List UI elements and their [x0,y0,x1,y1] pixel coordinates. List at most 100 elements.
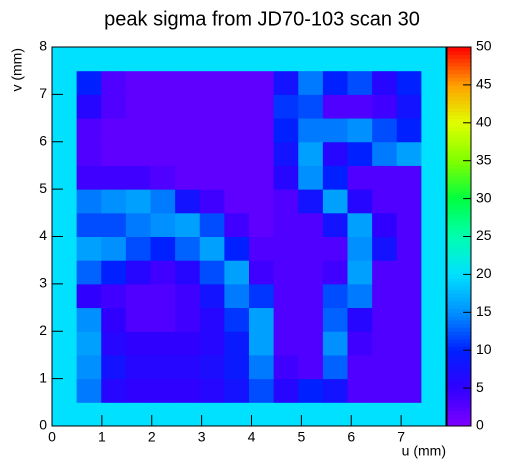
colorbar-band [447,134,471,139]
colorbar-band [447,164,471,169]
colorbar-band [447,69,471,75]
y-tick-label: 0 [39,417,47,433]
colorbar-band [447,221,471,226]
heatmap-cell [76,402,102,427]
heatmap-cell [421,378,447,403]
colorbar-band [447,418,471,423]
colorbar-band [447,58,471,63]
heatmap-cell [52,307,78,332]
heatmap-cell [347,70,373,95]
heatmap-cell [249,94,275,119]
heatmap-cell [372,307,398,332]
heatmap-cell [372,283,398,309]
heatmap-cell [76,70,102,95]
colorbar-band [447,308,471,313]
heatmap-cell [396,378,422,403]
heatmap-cell [347,94,373,119]
heatmap-cell [322,378,348,403]
heatmap-cell [150,236,176,261]
heatmap-cell [298,260,324,285]
heatmap-cell [199,307,225,332]
heatmap-cell [175,378,201,403]
heatmap-cell [396,70,422,95]
heatmap-cell [273,141,299,166]
x-tick-label: 4 [248,429,256,445]
heatmap-cell [125,141,151,166]
heatmap-cell [52,118,78,143]
heatmap-cell [421,260,447,285]
heatmap-cell [372,236,398,261]
heatmap-cell [52,165,78,190]
colorbar-band [447,414,471,419]
heatmap-cell [150,402,176,427]
heatmap-cell [125,70,151,95]
colorbar-band [447,266,471,272]
heatmap-cell [125,331,151,356]
colorbar-band [447,194,471,200]
heatmap-cell [249,118,275,143]
heatmap-cell [421,236,447,261]
colorbar-band [447,111,471,116]
heatmap-cell [322,118,348,143]
heatmap-cell [52,47,78,72]
colorbar-band [447,395,471,400]
heatmap-cell [249,354,275,380]
colorbar-band [447,153,471,158]
heatmap-cell [52,236,78,261]
heatmap-cell [199,378,225,403]
heatmap-cell [372,165,398,190]
heatmap-cell [101,189,127,214]
colorbar-band [447,107,471,112]
heatmap-cell [372,402,398,427]
colorbar-band [447,115,471,120]
colorbar-band [447,187,471,192]
heatmap-cell [76,212,102,237]
heatmap-cell [249,307,275,332]
heatmap-cell [396,283,422,309]
heatmap-cell [52,212,78,237]
heatmap-cell [175,354,201,380]
colorbar-band [447,103,471,109]
heatmap-cell [273,189,299,214]
heatmap-cell [175,283,201,309]
heatmap-cell [52,354,78,380]
heatmap-cell [101,212,127,237]
colorbar-band [447,270,471,275]
colorbar-band [447,122,471,128]
colorbar-band [447,65,471,71]
heatmap-cell [396,236,422,261]
colorbar-band [447,380,471,385]
colorbar-band [447,96,471,101]
heatmap-cell [396,212,422,237]
heatmap-cell [76,165,102,190]
heatmap-cell [322,236,348,261]
heatmap-cell [421,283,447,309]
colorbar-band [447,179,471,184]
colorbar-band [447,331,471,336]
heatmap-cell [421,402,447,427]
heatmap-cell [125,307,151,332]
heatmap-cell [76,189,102,214]
heatmap-cell [175,70,201,95]
heatmap-cell [224,307,250,332]
heatmap-cell [298,189,324,214]
heatmap-cell [322,165,348,190]
heatmap-cell [52,141,78,166]
heatmap-cell [421,307,447,332]
colorbar-band [447,372,471,378]
heatmap-cell [199,402,225,427]
colorbar-band [447,137,471,143]
heatmap-cell [249,212,275,237]
heatmap-cell [199,47,225,72]
z-tick-label: 35 [476,151,492,167]
colorbar-band [447,403,471,408]
heatmap-cell [199,94,225,119]
colorbar-band [447,300,471,306]
heatmap-cell [298,402,324,427]
colorbar-band [447,312,471,317]
heatmap-cell [396,47,422,72]
heatmap-cell [322,47,348,72]
heatmap-cell [273,47,299,72]
heatmap-cell [101,165,127,190]
heatmap-cell [175,402,201,427]
